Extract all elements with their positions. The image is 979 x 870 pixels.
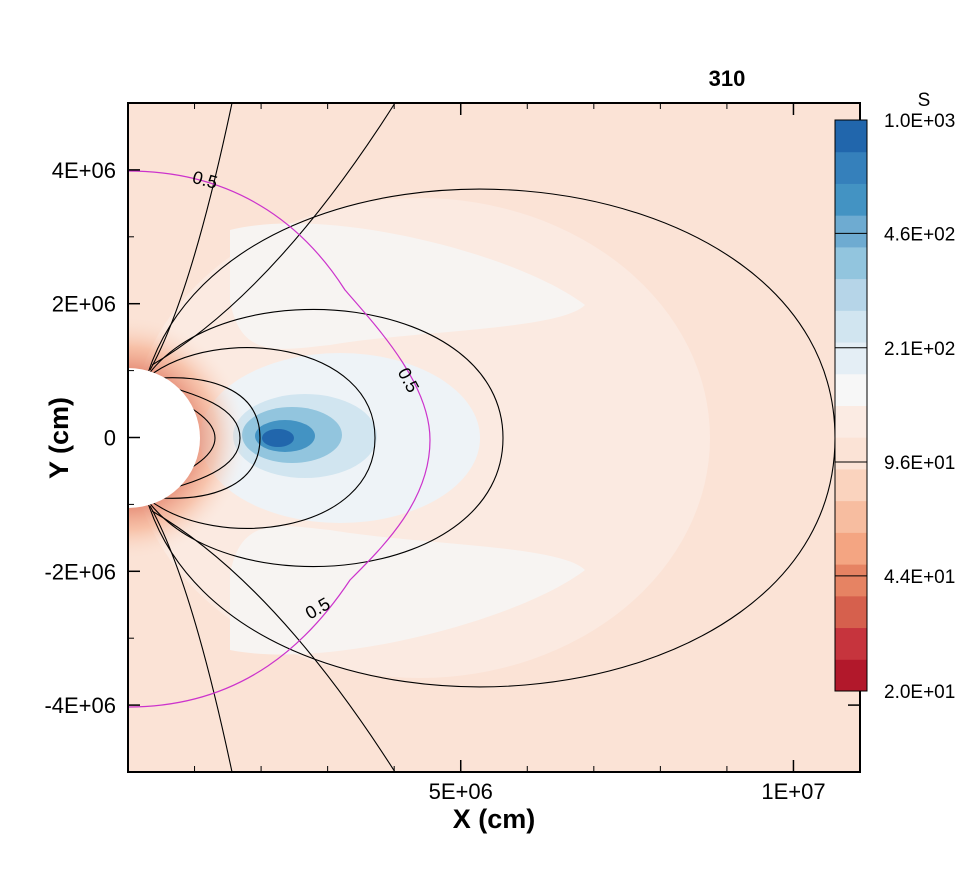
x-axis: 5E+06 1E+07 xyxy=(194,103,826,804)
x-tick-label: 1E+07 xyxy=(761,779,825,804)
x-tick-label: 5E+06 xyxy=(429,779,493,804)
colorbar-swatch xyxy=(835,437,867,470)
blue-region-core xyxy=(262,429,294,447)
y-tick-label: 2E+06 xyxy=(52,292,116,317)
colorbar-title: S xyxy=(918,90,931,111)
y-tick-label: -2E+06 xyxy=(44,559,116,584)
y-tick-label: 4E+06 xyxy=(52,158,116,183)
colorbar-labels: 1.0E+03 4.6E+02 2.1E+02 9.6E+01 4.4E+01 2.0E+… xyxy=(835,111,955,703)
colorbar-label: 2.0E+01 xyxy=(884,682,955,703)
inner-boundary xyxy=(128,368,200,508)
colorbar-swatch xyxy=(835,373,867,406)
colorbar-label: 4.4E+01 xyxy=(884,567,955,588)
magenta-contour xyxy=(128,170,431,708)
field-line-open xyxy=(149,103,233,371)
colorbar-swatch xyxy=(835,468,867,502)
x-axis-title: X (cm) xyxy=(453,804,536,834)
field-line-loop xyxy=(147,308,504,568)
y-axis-title: Y (cm) xyxy=(44,397,74,479)
colorbar-label: 4.6E+02 xyxy=(884,224,955,245)
colorbar-swatch xyxy=(835,246,867,280)
colorbar-label: 9.6E+01 xyxy=(884,453,955,474)
colorbar-swatch xyxy=(835,342,867,375)
colorbar-swatch xyxy=(835,215,867,248)
colorbar-swatch xyxy=(835,151,867,184)
field-line-loop xyxy=(147,380,241,496)
colorbar-swatch xyxy=(835,120,867,153)
light-shell-region-lower xyxy=(230,526,585,655)
field-line-open xyxy=(149,505,233,772)
colorbar-swatch xyxy=(835,532,867,565)
colorbar-swatch xyxy=(835,564,867,597)
colorbar-label: 2.1E+02 xyxy=(884,339,955,360)
colorbar-swatch xyxy=(835,310,867,343)
colorbar-swatch xyxy=(835,627,867,660)
colorbar-swatch xyxy=(835,595,867,629)
colorbar-swatch xyxy=(835,405,867,438)
field-line-open xyxy=(151,510,396,772)
colorbar: S 1.0E+03 4.6E+02 2.1E+02 9.6E+01 4.4E+01 2.0… xyxy=(834,90,955,703)
plot-title: 310 xyxy=(709,66,746,91)
field-line-loop xyxy=(147,347,376,529)
colorbar-swatch xyxy=(835,500,867,533)
colorbar-swatches xyxy=(835,120,867,692)
colorbar-label: 1.0E+03 xyxy=(884,111,955,132)
colorbar-swatch xyxy=(835,183,867,216)
field-line-open xyxy=(151,103,396,366)
y-tick-label: 0 xyxy=(104,426,116,451)
colorbar-swatch xyxy=(835,278,867,311)
y-axis: 4E+06 2E+06 0 -2E+06 -4E+06 xyxy=(44,102,860,773)
y-tick-label: -4E+06 xyxy=(44,693,116,718)
field-line-loop xyxy=(147,377,261,499)
colorbar-swatch xyxy=(835,659,867,692)
